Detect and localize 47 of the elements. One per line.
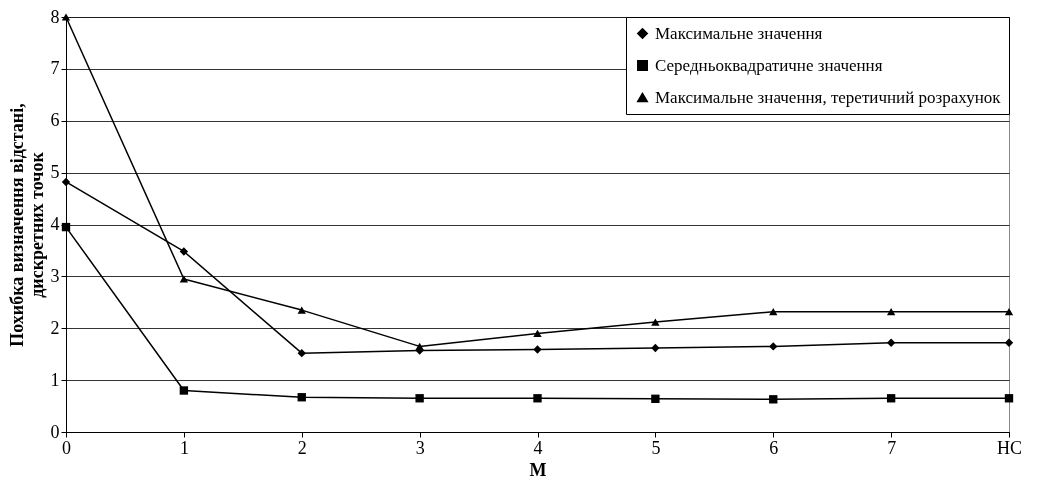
point (179, 386, 189, 395)
y-axis-title: Похибка визначення відстані, дискретних точок (6, 103, 47, 347)
legend-label: Середньоквадратичне значення (655, 55, 883, 75)
y-tick-label: 5 (50, 162, 60, 183)
x-tick-label: 6 (769, 437, 779, 458)
y-tick-label: 2 (50, 317, 60, 338)
point (769, 395, 778, 404)
x-tick-label: НС (996, 437, 1023, 458)
y-tick-label: 6 (50, 110, 60, 131)
point (651, 394, 660, 403)
x-tick-label: 4 (533, 437, 543, 458)
point (1004, 308, 1014, 316)
y-tick-label: 7 (50, 58, 60, 79)
point (415, 394, 424, 403)
point (533, 345, 542, 354)
point (297, 348, 306, 358)
legend-label: Максимальне значення, теретичний розрахунок (655, 87, 1002, 107)
point (886, 338, 896, 347)
point (1004, 338, 1014, 347)
point (61, 222, 71, 232)
x-tick-label: 5 (651, 437, 661, 458)
y-tick-label: 4 (50, 214, 60, 234)
x-tick-label: 1 (179, 437, 189, 458)
point (886, 394, 896, 403)
point (179, 275, 189, 283)
y-tick-label: 1 (50, 369, 60, 390)
point (533, 329, 542, 338)
y-tick-label: 3 (50, 265, 60, 286)
point (297, 306, 306, 314)
point (886, 308, 896, 316)
y-tick-label: 0 (50, 421, 60, 442)
point (1004, 394, 1014, 403)
point (769, 342, 778, 351)
x-tick-label: 2 (297, 437, 307, 458)
y-tick-label: 8 (50, 6, 60, 27)
point (61, 177, 71, 187)
point (651, 343, 660, 353)
x-axis-title: М (529, 459, 547, 480)
x-tick-label: 3 (415, 437, 425, 458)
legend-label: Максимальне значення (655, 23, 823, 43)
point (179, 247, 189, 256)
point (533, 394, 542, 403)
x-tick-label: 7 (887, 437, 897, 458)
point (415, 342, 424, 351)
point (297, 393, 306, 402)
point (769, 308, 778, 316)
point (651, 318, 660, 326)
